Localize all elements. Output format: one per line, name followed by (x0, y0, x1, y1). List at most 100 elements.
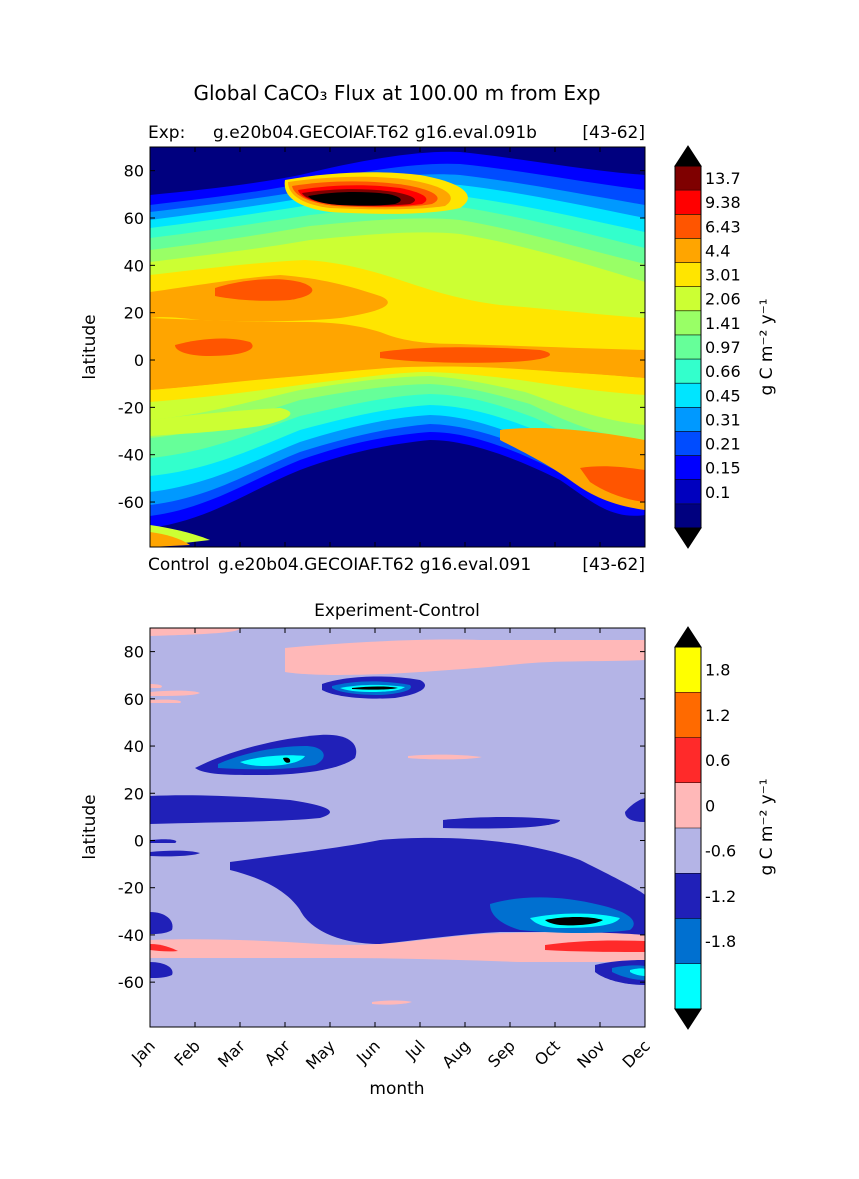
exp-caption: Exp: (148, 123, 185, 143)
bottom-axes-frame (149, 627, 646, 1028)
diff-band-negative-subtropic-3 (240, 755, 305, 766)
y-tick-label: 20 (124, 784, 144, 803)
colorbar-level-label: 0.6 (705, 751, 730, 770)
y-tick-label: 40 (124, 256, 144, 275)
top-axes-frame (149, 146, 646, 548)
colorbar-swatch (675, 647, 701, 693)
y-tick-label: 60 (124, 690, 144, 709)
colorbar-level-label: 0 (705, 796, 715, 815)
colorbar-level-label: 0.1 (705, 483, 730, 502)
top-x-ticks (149, 147, 646, 547)
colorbar-level-label: 0.15 (705, 459, 741, 478)
colorbar-swatch (675, 828, 701, 874)
colorbar-level-label: 13.7 (705, 169, 741, 188)
y-tick-label: -60 (118, 973, 144, 992)
colorbar-swatch (675, 166, 701, 191)
diff-band-0.6-south-e (545, 940, 645, 952)
x-tick-label: Aug (438, 1036, 474, 1072)
diff-band-negative-south-sw (150, 962, 173, 978)
bottom-colorbar-label: g C m⁻² y⁻¹ (757, 778, 777, 875)
colorbar-swatch (675, 918, 701, 964)
top-y-ticks: 80 60 40 20 0 -20 -40 -60 (118, 162, 645, 512)
diff-band-positive-south (150, 932, 645, 962)
bottom-x-axis-label: month (369, 1079, 424, 1099)
x-tick-label: Feb (170, 1036, 203, 1069)
x-tick-label: Dec (618, 1036, 653, 1071)
colorbar-extend-min (674, 1008, 702, 1030)
colorbar-level-label: 4.4 (705, 241, 730, 260)
colorbar-swatch (675, 407, 701, 432)
colorbar-extend-min (674, 527, 702, 549)
x-tick-label: Jul (401, 1036, 429, 1064)
colorbar-level-label: 2.06 (705, 290, 741, 309)
colorbar-swatch (675, 455, 701, 480)
x-tick-label: Oct (531, 1036, 564, 1069)
y-tick-label: 60 (124, 209, 144, 228)
colorbar-level-label: 0.66 (705, 362, 741, 381)
colorbar-level-label: -1.2 (705, 887, 736, 906)
exp-case-name: g.e20b04.GECOIAF.T62 g16.eval.091b (213, 123, 537, 143)
diff-band-negative-southern-4 (545, 917, 603, 926)
contour-band-6.43-b (175, 338, 253, 356)
diff-band-positive-west-2 (150, 690, 200, 696)
diff-band-negative-subtropic-4 (283, 757, 291, 763)
contour-band-max (308, 191, 401, 206)
y-tick-label: -40 (118, 446, 144, 465)
bottom-colorbar: -1.8 -1.2 -0.6 0 0.6 1.2 1.8 (674, 626, 736, 1030)
diff-band-negative-tropic-east (443, 817, 560, 829)
diff-band-positive-mid (408, 754, 482, 760)
colorbar-swatch (675, 782, 701, 828)
colorbar-level-label: 1.8 (705, 661, 730, 680)
colorbar-extend-max (674, 145, 702, 167)
colorbar-level-label: 1.2 (705, 706, 730, 725)
colorbar-level-label: 0.31 (705, 410, 741, 429)
colorbar-level-label: 0.97 (705, 338, 741, 357)
y-tick-label: 0 (134, 831, 144, 850)
colorbar-level-label: 0.21 (705, 435, 741, 454)
diff-band-positive-north-2 (455, 650, 555, 660)
colorbar-swatch (675, 692, 701, 738)
colorbar-swatch (675, 238, 701, 263)
y-tick-label: 0 (134, 351, 144, 370)
x-tick-label: Sep (484, 1036, 519, 1071)
y-tick-label: 80 (124, 643, 144, 662)
y-tick-label: -60 (118, 493, 144, 512)
control-case-name: g.e20b04.GECOIAF.T62 g16.eval.091 (218, 555, 531, 575)
colorbar-swatch (675, 873, 701, 919)
diff-band-positive-west-3 (150, 699, 181, 703)
colorbar-swatch (675, 262, 701, 287)
colorbar-level-label: 9.38 (705, 193, 741, 212)
control-years: [43-62] (582, 555, 645, 575)
colorbar-swatch (675, 431, 701, 456)
contour-band-4.4-low-sw (150, 532, 190, 547)
diff-band-negative-tropic-west (150, 795, 330, 824)
colorbar-swatch (675, 286, 701, 311)
diff-band-negative-se-3 (630, 968, 645, 976)
diff-band-negative-sw-edge (150, 912, 173, 934)
top-y-axis-label: latitude (80, 314, 100, 379)
y-tick-label: -20 (118, 398, 144, 417)
y-tick-label: -40 (118, 926, 144, 945)
colorbar-level-label: -1.8 (705, 932, 736, 951)
colorbar-level-label: -0.6 (705, 842, 736, 861)
x-tick-label: Apr (261, 1036, 294, 1069)
colorbar-swatch (675, 503, 701, 528)
colorbar-extend-max (674, 626, 702, 648)
figure-title: Global CaCO₃ Flux at 100.00 m from Exp (193, 81, 600, 105)
colorbar-level-label: 6.43 (705, 217, 741, 236)
colorbar-swatch (675, 190, 701, 215)
y-tick-label: 80 (124, 162, 144, 181)
top-colorbar: 0.1 0.15 0.21 0.31 0.45 0.66 0.97 1.41 2.06 3.01 4… (674, 145, 741, 549)
diff-band-negative-west-3 (150, 839, 177, 843)
contour-band-6.43-se (580, 466, 645, 502)
diff-band-negative-west-2 (150, 850, 200, 857)
contour-band-6.43-c (380, 347, 550, 363)
contour-band-2.06-sw (150, 408, 291, 436)
bottom-contour-field (150, 628, 645, 1027)
contour-band-6.43 (215, 279, 313, 301)
top-colorbar-label: g C m⁻² y⁻¹ (757, 298, 777, 395)
bottom-panel-title: Experiment-Control (314, 601, 480, 621)
diff-band-0.6-south-w (150, 944, 178, 952)
bottom-y-ticks: 80 60 40 20 0 -20 -40 -60 (118, 643, 645, 992)
